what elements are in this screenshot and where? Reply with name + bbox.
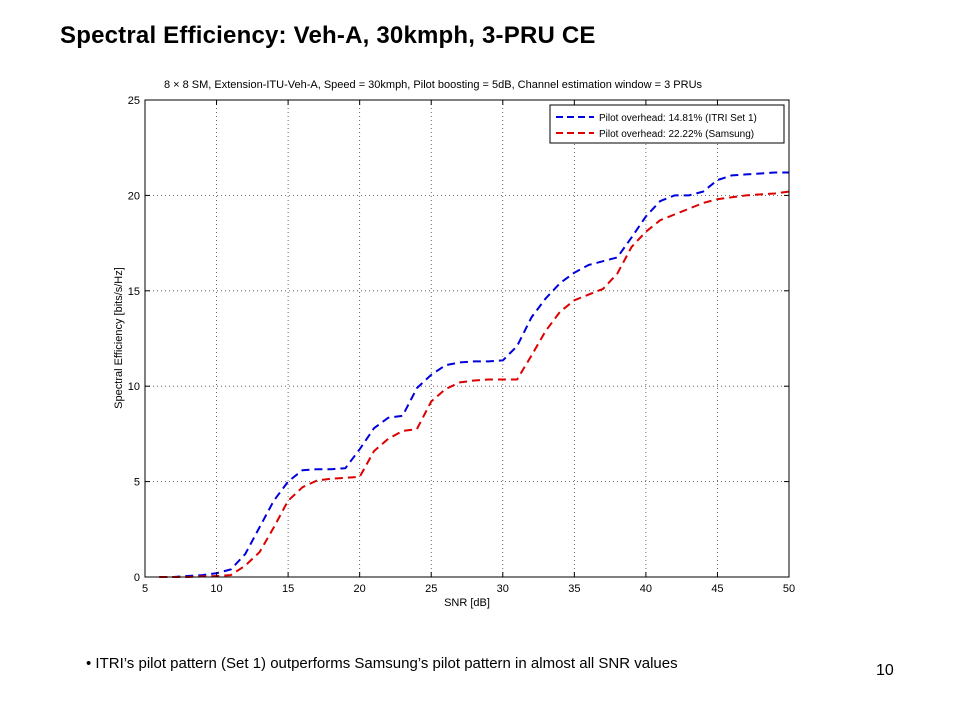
x-tick-label: 40: [640, 583, 652, 595]
chart-figure: 8 × 8 SM, Extension-ITU-Veh-A, Speed = 3…: [100, 70, 820, 615]
x-tick-label: 5: [142, 583, 148, 595]
x-tick-label: 25: [425, 583, 437, 595]
legend: Pilot overhead: 14.81% (ITRI Set 1) Pilo…: [549, 104, 785, 144]
y-tick-label: 10: [128, 381, 140, 393]
x-axis-label: SNR [dB]: [444, 597, 490, 609]
x-tick-label: 30: [497, 583, 509, 595]
grid-lines: [145, 100, 789, 577]
series-lines: [159, 171, 790, 578]
x-tick-label: 50: [783, 583, 795, 595]
x-tick-label: 10: [210, 583, 222, 595]
y-tick-label: 5: [134, 477, 140, 489]
slide-title: Spectral Efficiency: Veh-A, 30kmph, 3-PR…: [60, 22, 596, 49]
y-tick-label: 25: [128, 95, 140, 107]
x-tick-label: 45: [711, 583, 723, 595]
y-tick-label: 20: [128, 190, 140, 202]
x-tick-label: 20: [354, 583, 366, 595]
x-tick-label: 35: [568, 583, 580, 595]
series-line-itri: [159, 171, 789, 578]
page-number: 10: [876, 662, 894, 679]
x-tick-label: 15: [282, 583, 294, 595]
y-tick-label: 0: [134, 572, 140, 584]
plot-area: [145, 100, 789, 577]
legend-label-samsung: Pilot overhead: 22.22% (Samsung): [599, 129, 754, 140]
y-tick-label: 15: [128, 286, 140, 298]
plot-frame: [144, 99, 790, 578]
spectral-efficiency-chart: 8 × 8 SM, Extension-ITU-Veh-A, Speed = 3…: [100, 70, 820, 615]
legend-label-itri: Pilot overhead: 14.81% (ITRI Set 1): [599, 113, 757, 124]
bullet-note: • ITRI’s pilot pattern (Set 1) outperfor…: [86, 655, 678, 672]
chart-title: 8 × 8 SM, Extension-ITU-Veh-A, Speed = 3…: [164, 79, 703, 91]
series-line-samsung: [159, 190, 790, 578]
y-axis-label: Spectral Efficiency [bits/s/Hz]: [113, 267, 125, 409]
legend-box: [549, 104, 785, 144]
